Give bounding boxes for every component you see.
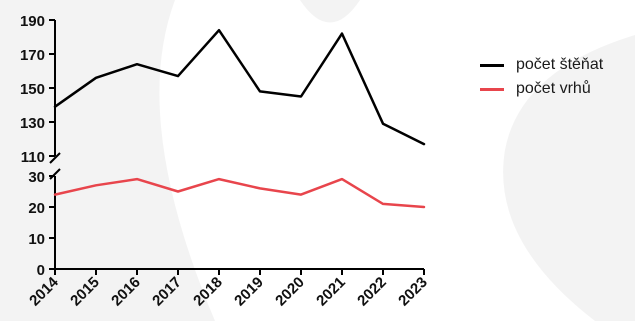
- legend-swatch-litters: [480, 87, 504, 91]
- y-tick-label: 20: [28, 200, 45, 217]
- x-tick-label: 2017: [149, 274, 185, 310]
- legend-item-litters: počet vrhů: [480, 79, 603, 99]
- legend: počet štěňat počet vrhů: [480, 55, 603, 103]
- axis-break-mark: [49, 168, 61, 180]
- y-tick-label: 170: [20, 47, 45, 64]
- x-tick-label: 2018: [190, 274, 226, 310]
- legend-item-puppies: počet štěňat: [480, 55, 603, 75]
- x-tick-label: 2020: [272, 274, 308, 310]
- axes: [49, 19, 425, 275]
- y-tick-label: 150: [20, 81, 45, 98]
- legend-swatch-puppies: [480, 63, 504, 67]
- y-tick-label: 130: [20, 115, 45, 132]
- x-tick-label: 2021: [313, 274, 349, 310]
- x-tick-label: 2022: [354, 274, 390, 310]
- y-tick-label: 30: [28, 169, 45, 186]
- x-tick-label: 2015: [67, 274, 103, 310]
- x-tick-label: 2016: [108, 274, 144, 310]
- y-tick-label: 190: [20, 13, 45, 30]
- axis-break-mark: [49, 152, 61, 164]
- legend-label-litters: počet vrhů: [516, 80, 591, 97]
- x-tick-label: 2014: [26, 273, 62, 309]
- x-tick-label: 2023: [395, 274, 431, 310]
- x-tick-label: 2019: [231, 274, 267, 310]
- y-tick-label: 0: [37, 262, 45, 279]
- series-line-puppies: [53, 28, 426, 146]
- y-tick-label: 110: [21, 149, 45, 166]
- y-tick-label: 10: [28, 231, 45, 248]
- legend-label-puppies: počet štěňat: [516, 56, 604, 73]
- series-line-litters: [53, 177, 426, 209]
- series-lines: [53, 28, 426, 209]
